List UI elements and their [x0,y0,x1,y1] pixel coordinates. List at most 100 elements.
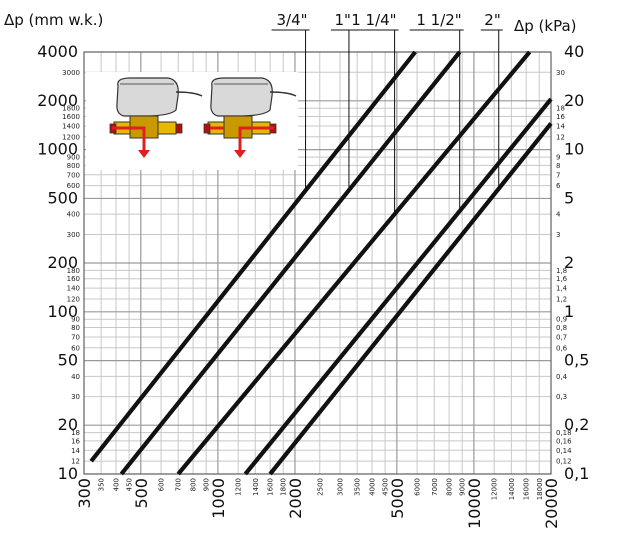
x-minor-label: 700 [175,478,183,491]
y-left-major-label: 10 [58,464,78,483]
y-right-major-label: 20 [564,91,584,110]
x-minor-label: 18000 [536,478,544,500]
y-left-major-label: 4000 [37,42,78,61]
y-right-minor-label: 0,3 [556,393,567,401]
x-minor-label: 8000 [446,478,454,496]
y-right-minor-label: 12 [556,133,565,141]
y-left-minor-label: 80 [71,324,80,332]
y-left-minor-label: 14 [71,447,80,455]
y-left-minor-label: 160 [67,275,80,283]
y-left-minor-label: 16 [71,437,80,445]
y-left-minor-label: 700 [67,171,80,179]
y-right-minor-label: 3 [556,231,560,239]
x-major-label: 5000 [388,478,407,519]
size-label: 1 1/2" [416,11,461,29]
x-minor-label: 1800 [280,478,288,496]
y-right-major-label: 0,5 [564,351,589,370]
y-right-minor-label: 0,16 [556,437,572,445]
x-minor-label: 1200 [235,478,243,496]
x-minor-label: 450 [126,478,134,491]
y-left-major-label: 200 [47,253,78,272]
x-minor-label: 1600 [267,478,275,496]
series-lines [89,50,553,476]
size-labels: 3/4" 1" 1 1/4" 1 1/2" 2" [271,11,503,215]
x-minor-label: 4500 [382,478,390,496]
y-right-minor-label: 6 [556,182,561,190]
x-minor-label: 3000 [337,478,345,496]
x-minor-label: 7000 [431,478,439,496]
y-left-minor-label: 900 [67,154,80,162]
y-right-minor-label: 0,18 [556,429,572,437]
x-major-label: 2000 [286,478,305,519]
y-right-major-label: 1 [564,302,574,321]
y-right-minor-label: 0,14 [556,447,572,455]
y-right-major-label: 10 [564,140,584,159]
y-right-minor-label: 0,6 [556,344,568,352]
y-left-minor-label: 1400 [62,122,80,130]
x-minor-label: 600 [158,478,166,491]
y-left-major-label: 20 [58,415,78,434]
series-line [243,97,553,476]
x-minor-label: 16000 [523,478,531,500]
y-right-major-label: 40 [564,42,584,61]
x-minor-label: 3500 [354,478,362,496]
y-right-minor-label: 7 [556,171,560,179]
y-right-minor-label: 8 [556,162,560,170]
y-left-minor-label: 1600 [62,113,80,121]
x-minor-label: 900 [203,478,211,491]
y-right-minor-label: 0,9 [556,316,567,324]
y-left-minor-label: 18 [71,429,80,437]
y-right-minor-label: 1,2 [556,295,567,303]
y-left-minor-label: 1800 [62,105,80,113]
y-left-minor-label: 120 [67,295,80,303]
y-left-minor-label: 600 [67,182,80,190]
y-left-minor-label: 40 [71,373,80,381]
x-minor-label: 400 [112,478,120,491]
series-line [89,50,417,463]
y-left-minor-label: 180 [67,267,80,275]
y-right-minor-label: 30 [556,69,565,77]
x-major-label: 1000 [209,478,228,519]
x-tick-labels: 300 500 1000 2000 5000 10000 20000 350 400 450 600… [75,478,561,529]
y-right-major-label: 0,1 [564,464,589,483]
size-label: 3/4" [277,11,308,29]
y-left-major-label: 100 [47,302,78,321]
y-right-major-label: 0,2 [564,415,589,434]
y-right-minor-label: 1,6 [556,275,568,283]
y-left-minor-label: 800 [67,162,80,170]
size-label: 1 1/4" [351,11,396,29]
series-line [119,50,462,476]
x-minor-label: 1400 [252,478,260,496]
x-major-label: 500 [132,478,151,509]
y-left-minor-label: 3000 [62,69,80,77]
y-left-minor-label: 70 [71,333,80,341]
x-major-label: 300 [75,478,94,509]
y-left-minor-label: 1200 [62,133,80,141]
y-right-minor-label: 16 [556,113,565,121]
y-right-minor-label: 1,4 [556,285,568,293]
y-left-major-label: 2000 [37,91,78,110]
x-minor-label: 6000 [414,478,422,496]
x-minor-label: 12000 [491,478,499,500]
y-right-minor-label: 18 [556,105,565,113]
y-right-major-label: 2 [564,253,574,272]
x-minor-label: 2500 [316,478,324,496]
y-right-minor-label: 1,8 [556,267,567,275]
series-line [176,50,532,476]
x-minor-label: 9000 [459,478,467,496]
size-label: 2" [484,11,500,29]
y-tick-labels: 1020501002005001000200040001214161830406… [37,42,589,483]
y-left-minor-label: 300 [67,231,80,239]
x-minor-label: 800 [190,478,198,491]
y-left-minor-label: 60 [71,344,80,352]
y-right-minor-label: 0,8 [556,324,567,332]
size-label: 1" [334,11,350,29]
series-line [268,122,553,476]
valve-icon [109,77,203,158]
right-axis-label: Δp (kPa) [514,17,577,35]
plot-frame [83,51,552,475]
y-left-minor-label: 12 [71,458,80,466]
y-right-minor-label: 9 [556,154,560,162]
y-left-minor-label: 90 [71,316,80,324]
y-right-minor-label: 14 [556,122,565,130]
